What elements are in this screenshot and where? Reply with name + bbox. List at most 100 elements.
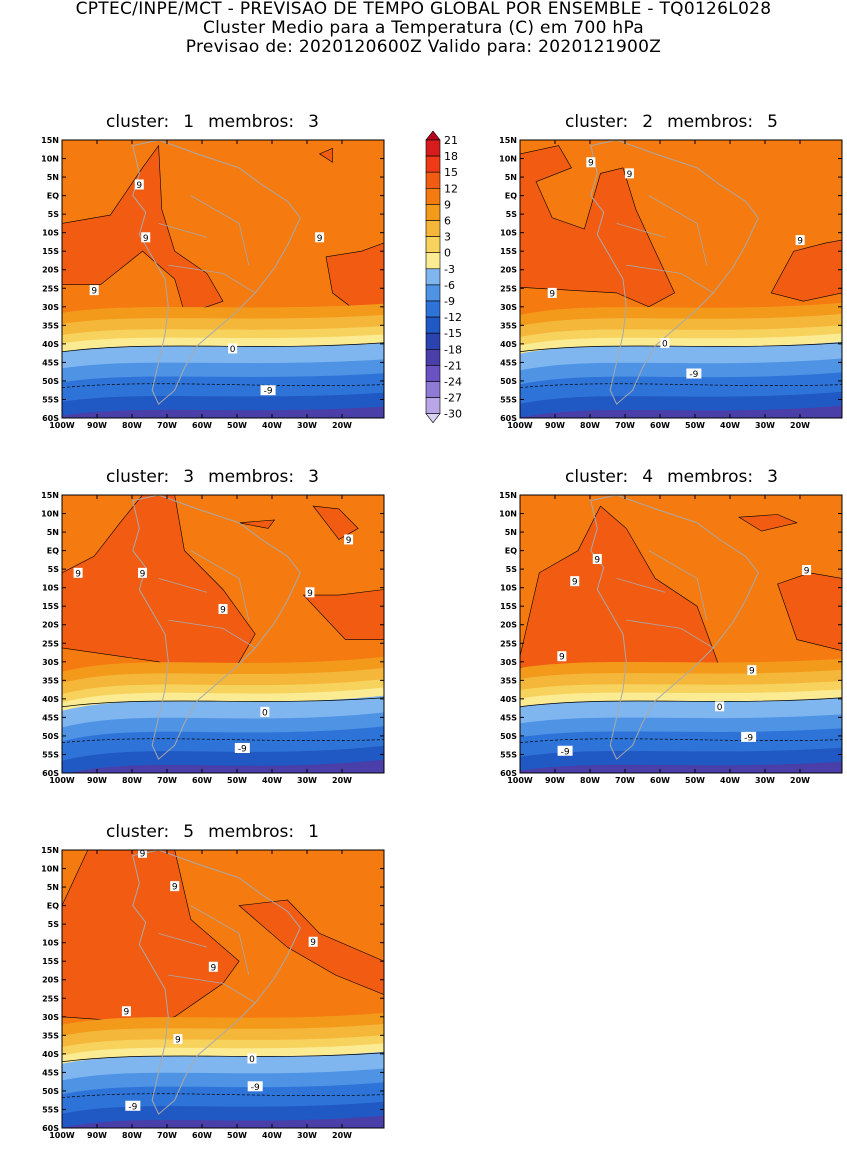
lon-label: 100W: [49, 421, 75, 430]
lon-label: 80W: [122, 421, 142, 430]
lat-label: 10N: [41, 155, 59, 164]
temperature-colorbar: 21 18 15 12 9 6 3 0 -3 -6 -9 -12 -15 -18 -21 -24 -27 -30: [425, 130, 462, 424]
lat-label: 5N: [505, 528, 517, 537]
map-frame: [61, 139, 385, 419]
lat-label: 15S: [42, 957, 59, 966]
lat-label: 40S: [42, 695, 59, 704]
contour-minus-nine: [62, 1093, 384, 1098]
lon-label: 100W: [49, 1131, 75, 1140]
lon-label: 50W: [685, 421, 705, 430]
lat-label: 5N: [47, 883, 59, 892]
temperature-map: 9 9 9 9 9 9 0 -9 -9 15N 10N 5N EQ 5S 10S 15S 20S 25S 30S 35…: [41, 846, 385, 1140]
header-line-1: CPTEC/INPE/MCT - PREVISAO DE TEMPO GLOBA…: [75, 0, 772, 19]
lat-label: 10S: [42, 229, 59, 238]
contour-label-box: [89, 285, 99, 296]
contour-label: 9: [310, 938, 316, 948]
colorbar-label: -30: [444, 408, 462, 421]
cluster-label: cluster:: [106, 467, 170, 487]
cluster-title: cluster: 1 membros: 3: [106, 112, 319, 132]
country-border: [190, 195, 250, 266]
lat-label: 45S: [42, 358, 59, 367]
lat-label: 5N: [47, 173, 59, 182]
cluster-title: cluster: 3 membros: 3: [106, 467, 319, 487]
lat-label: EQ: [47, 192, 59, 201]
lon-label: 40W: [262, 1131, 282, 1140]
continent-outline: [590, 495, 759, 760]
contour-minus-nine: [62, 383, 384, 388]
contour-label: 0: [717, 703, 723, 713]
colorbar-swatch: [425, 155, 441, 173]
warm-region: [325, 242, 384, 313]
lat-label: 20S: [500, 266, 517, 275]
lon-label: 80W: [580, 421, 600, 430]
lat-label: 10N: [499, 155, 517, 164]
lon-label: 40W: [262, 776, 282, 785]
contour-label: 9: [627, 170, 633, 180]
lat-label: 60S: [42, 414, 59, 423]
contour-zero: [520, 697, 842, 708]
temperature-map: 9 9 9 9 9 0 -9 15N 10N 5N EQ 5S 10S 15S 20S 25S 30S 35S 40…: [41, 491, 385, 785]
lat-label: 30S: [42, 1013, 59, 1022]
cluster-label: cluster:: [106, 822, 170, 842]
lat-label: 35S: [42, 321, 59, 330]
lon-label: 80W: [122, 776, 142, 785]
continent-outline: [132, 495, 301, 760]
cluster-number: 1: [183, 112, 195, 132]
contour-label-box: [247, 1053, 257, 1064]
colorbar-swatch: [425, 332, 441, 350]
lat-label: 25S: [42, 994, 59, 1003]
lon-label: 60W: [192, 1131, 212, 1140]
lon-label: 80W: [122, 1131, 142, 1140]
lat-label: 5S: [48, 565, 60, 574]
colorbar-label: -3: [444, 263, 455, 276]
contour-label: -9: [128, 1102, 137, 1112]
contour-label-box: [134, 179, 144, 190]
colorbar-swatch: [425, 252, 441, 270]
temperature-map: 9 9 9 9 0 -9 15N 10N 5N EQ 5S 10S 15S 20S 25S 30S 35S 40S…: [41, 136, 385, 430]
colorbar-label: 21: [444, 134, 458, 147]
country-border: [168, 264, 256, 294]
contour-label-box: [121, 1006, 131, 1017]
lat-label: 50S: [500, 377, 517, 386]
colorbar-swatch: [425, 204, 441, 221]
lon-label: 70W: [615, 776, 635, 785]
contour-label-box: [557, 745, 573, 756]
cluster-number: 2: [642, 112, 654, 132]
temperature-map: 9 9 9 9 0 -9 15N 10N 5N EQ 5S 10S 15S 20S 25S 30S 35S 40S…: [499, 136, 843, 430]
lat-label: 45S: [42, 713, 59, 722]
map-frame: [61, 849, 385, 1129]
lat-label: 15S: [42, 602, 59, 611]
lat-label: 25S: [500, 639, 517, 648]
lon-label: 50W: [685, 776, 705, 785]
contour-label-box: [308, 936, 318, 947]
contour-label-box: [715, 701, 725, 712]
contour-label: -9: [744, 733, 753, 743]
colorbar-swatch: [425, 187, 441, 205]
lat-label: 15N: [499, 136, 517, 145]
contour-label-box: [125, 1100, 141, 1111]
contour-label: -9: [561, 747, 570, 757]
lat-label: 60S: [42, 769, 59, 778]
lon-label: 80W: [580, 776, 600, 785]
lat-label: 50S: [42, 377, 59, 386]
lat-label: 45S: [42, 1068, 59, 1077]
contour-label: 9: [143, 234, 149, 244]
lat-label: 5S: [506, 565, 518, 574]
colorbar-bottom-arrow: [425, 413, 441, 424]
contour-label: 9: [559, 653, 565, 663]
lat-label: 35S: [42, 676, 59, 685]
colorbar-label: -27: [444, 392, 462, 405]
temperature-map: 9 9 9 9 9 0 -9 -9 15N 10N 5N EQ 5S 10S 15S 20S 25S 30S 35S…: [499, 491, 843, 785]
contour-zero: [62, 697, 384, 708]
members-label: membros:: [208, 467, 295, 487]
colorbar-swatch: [425, 236, 441, 253]
lat-label: 10S: [500, 229, 517, 238]
contour-label: -9: [264, 387, 273, 397]
lat-label: 10N: [41, 865, 59, 874]
lon-label: 30W: [755, 421, 775, 430]
lon-label: 100W: [507, 421, 533, 430]
lat-label: 10S: [500, 584, 517, 593]
header-line-3: Previsao de: 2020120600Z Valido para: 20…: [185, 37, 662, 57]
figure-header: CPTEC/INPE/MCT - PREVISAO DE TEMPO GLOBA…: [0, 0, 847, 57]
contour-minus-nine: [520, 738, 842, 743]
